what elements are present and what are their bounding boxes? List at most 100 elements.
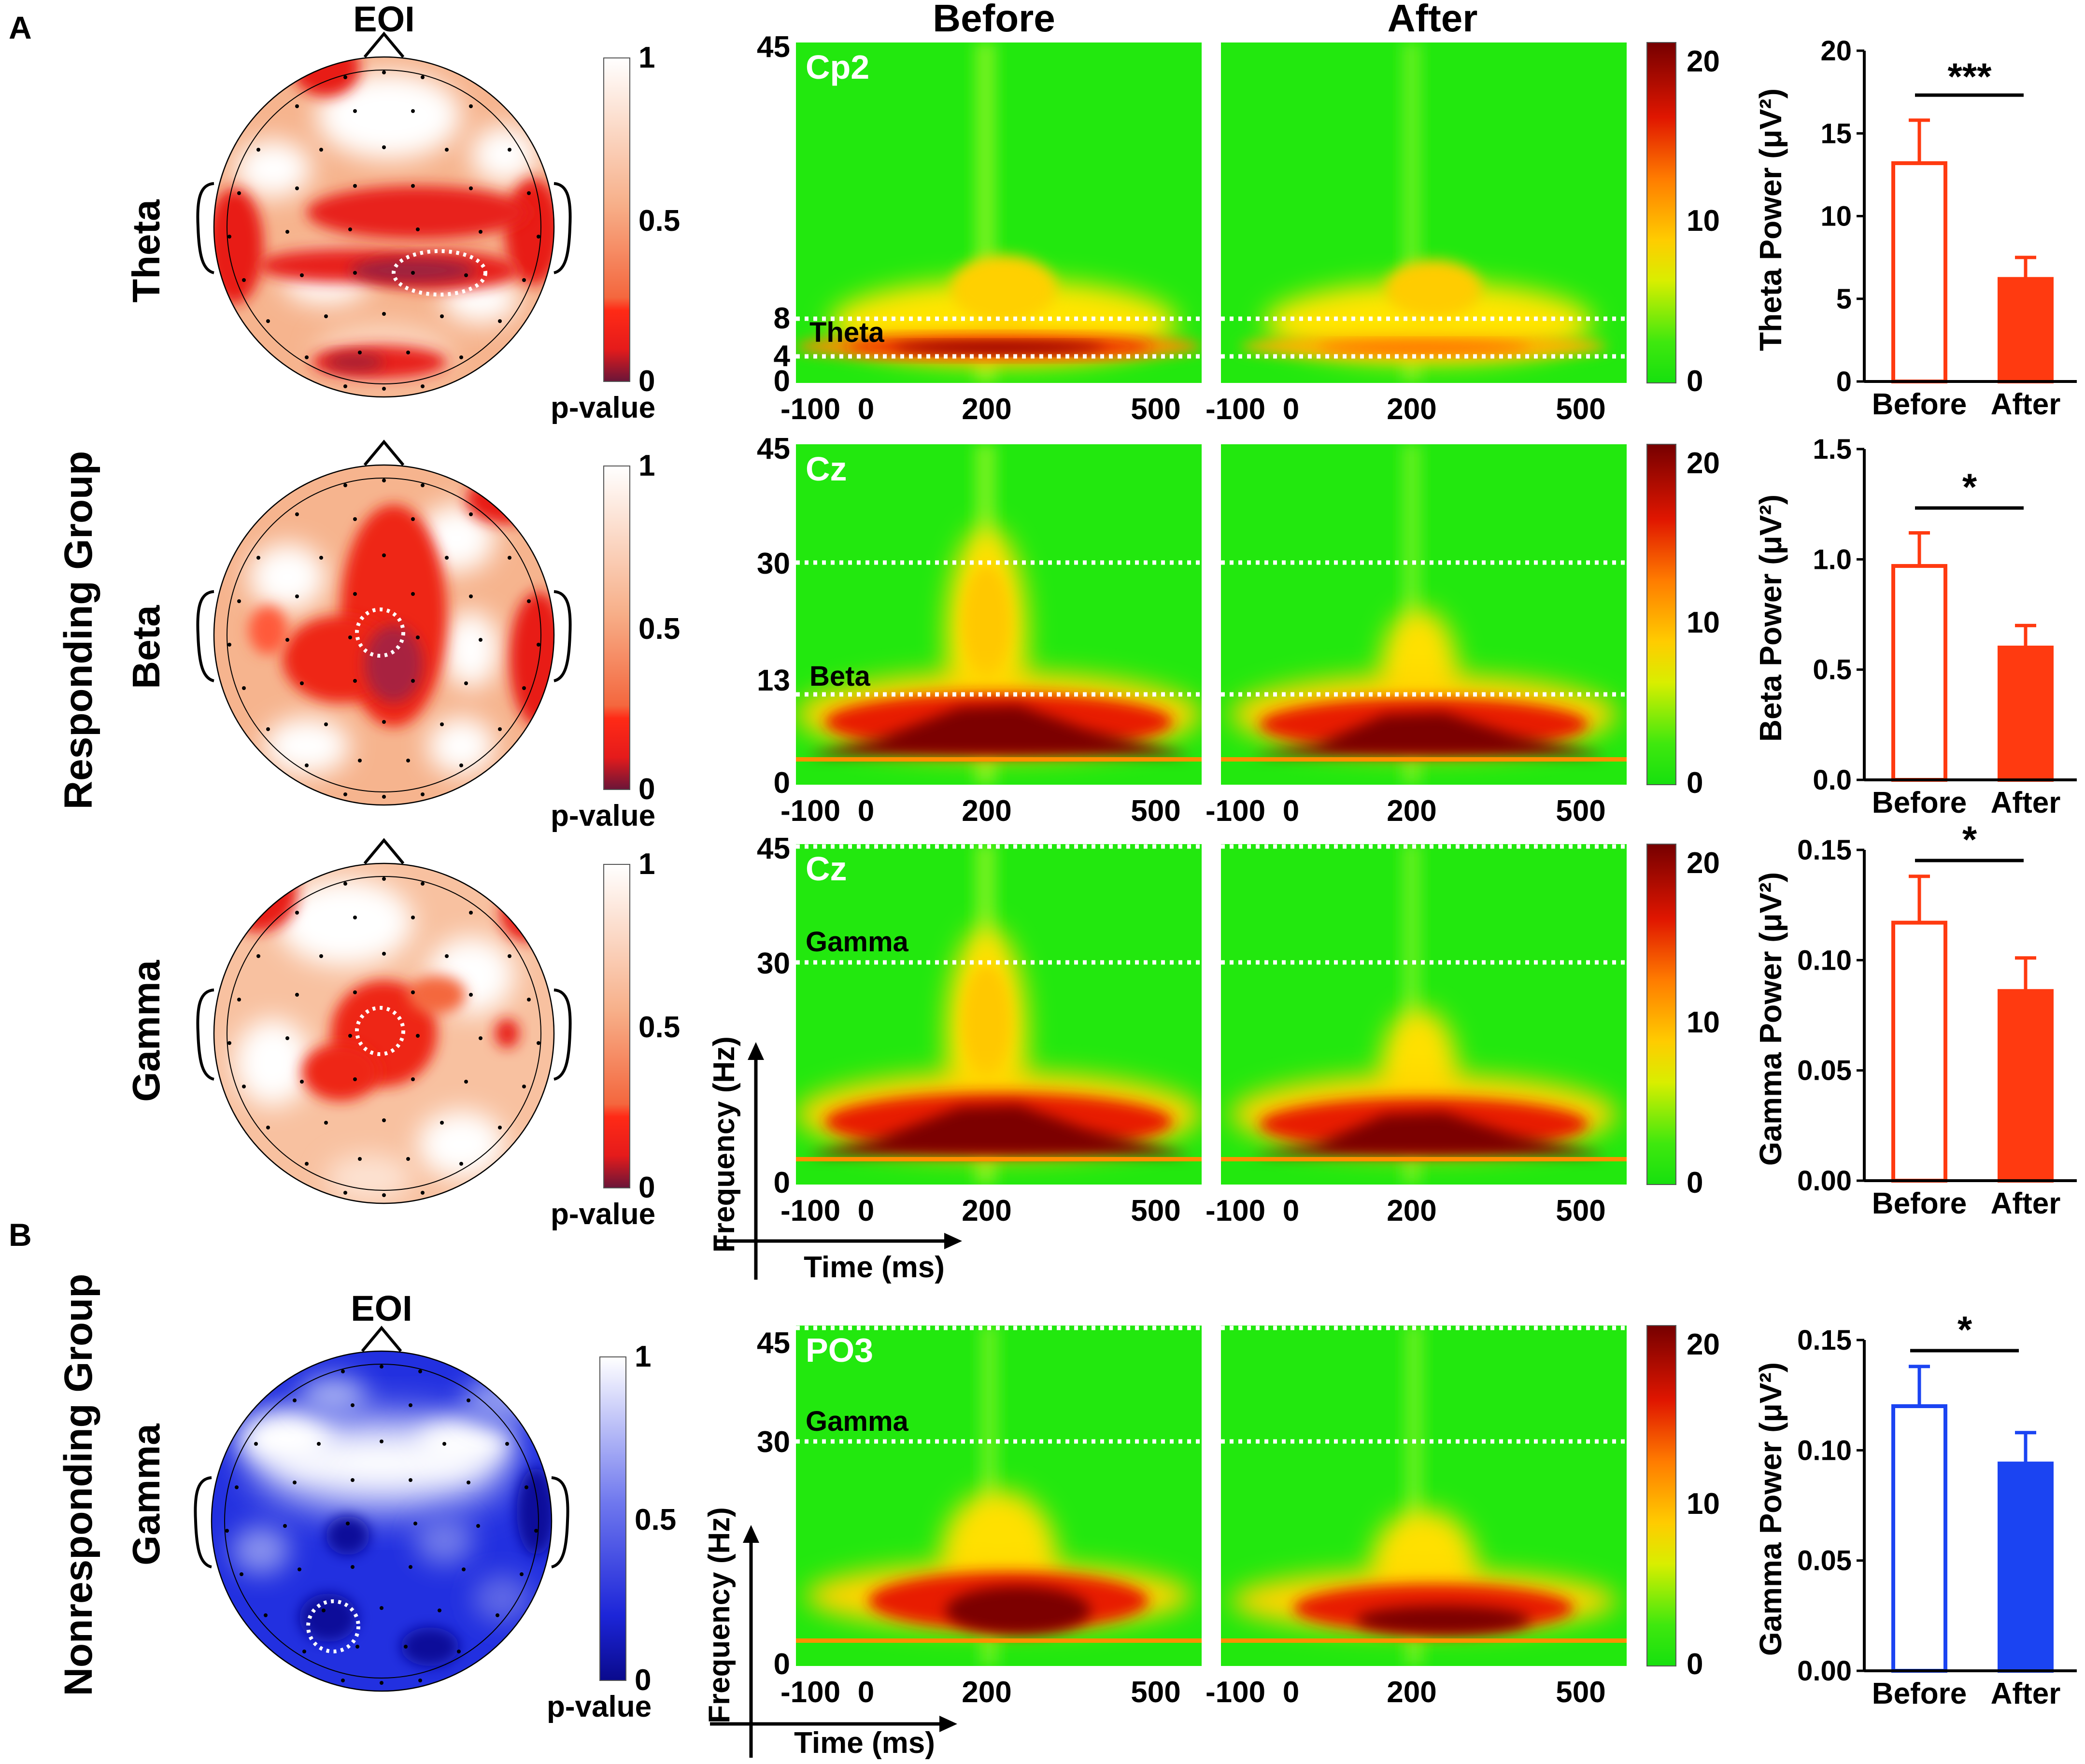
time-tick-m100: -100 [1206,1194,1265,1228]
pscale-tick-0: 0 [638,365,655,398]
band-label: Beta [809,661,870,692]
bar-after [1998,989,2054,1183]
time-tick-0: 0 [1283,393,1299,426]
bars: Before After [1872,531,2060,819]
freq-tick-45: 45 [757,1327,790,1360]
time-tick-0: 0 [858,1194,874,1228]
panel-label-a: A [9,10,32,45]
time-tick-500: 500 [1131,393,1180,426]
bar-chart-gamma-nonresponding: Gamma Power (μV²) 0.15 0.10 0.05 0.00 Befor… [1753,1308,2077,1710]
power-tick-10: 10 [1687,204,1720,238]
tf-panel-after-gamma-nonresponding: -100 0 200 500 [1206,1326,1627,1709]
y-tick-label: 1.5 [1813,434,1852,465]
time-tick-500: 500 [1131,1194,1180,1228]
time-tick-m100: -100 [780,393,840,426]
pvalue-colorbar-beta: 1 0.5 0 p-value [551,449,680,833]
y-tick-label: 0.15 [1797,1325,1852,1356]
time-tick-m100: -100 [1206,393,1265,426]
power-tick-20: 20 [1687,847,1720,880]
time-tick-500: 500 [1131,794,1180,828]
group-label-responding: Responding Group [57,451,100,809]
time-tick-m100: -100 [780,794,840,828]
y-tick-label: 0.0 [1813,764,1852,796]
y-tick-label: 0.05 [1797,1055,1852,1087]
pvalue-colorbar-gamma-nonresponding: 1 0.5 0 p-value [547,1340,676,1723]
freq-tick-30: 30 [757,947,790,980]
power-tick-10: 10 [1687,1006,1720,1039]
bars: Before After [1872,1365,2061,1710]
topomap-gamma [196,838,572,1204]
time-tick-m100: -100 [1206,1676,1265,1709]
tf-panel-after-beta: -100 0 200 500 [1206,444,1627,828]
band-label-gamma: Gamma [125,1424,168,1566]
axis-indicator-nonresponding: Frequency (Hz) Time (ms) [703,1507,957,1760]
row-gamma-nonresponding: EOI Gamma [125,1288,2077,1760]
y-tick-label: 5 [1836,283,1852,315]
yticks: 0.15 0.10 0.05 0.00 [1797,834,1864,1197]
time-tick-200: 200 [1387,1194,1436,1228]
x-category-label: Before [1872,388,1967,421]
power-tick-20: 20 [1687,1328,1720,1361]
power-colorbar-gamma: 20 10 0 [1646,844,1720,1200]
tf-panel-before-theta: Cp2 Theta 45 8 4 0 -100 0 200 500 [757,30,1202,426]
freq-tick-13: 13 [757,664,790,697]
time-tick-0: 0 [1283,1676,1299,1709]
pvalue-colorbar-gamma: 1 0.5 0 p-value [551,847,680,1231]
time-tick-500: 500 [1556,1194,1605,1228]
power-tick-20: 20 [1687,447,1720,480]
pvalue-label: p-value [551,391,655,424]
x-category-label: Before [1872,1187,1967,1220]
tf-panel-before-gamma: Cz Gamma 45 30 0 -100 0 200 500 [757,832,1202,1228]
time-tick-0: 0 [1283,1194,1299,1228]
time-tick-500: 500 [1556,1676,1605,1709]
pscale-tick-0: 0 [635,1664,651,1697]
freq-tick-45: 45 [757,832,790,865]
y-tick-label: 0.00 [1797,1165,1852,1197]
y-tick-label: 0.05 [1797,1545,1852,1577]
pvalue-label: p-value [551,799,655,833]
band-label: Theta [809,317,884,348]
power-tick-0: 0 [1687,1166,1703,1200]
x-category-label: After [1991,1187,2061,1220]
bar-ylabel: Beta Power (μV²) [1753,494,1788,742]
tf-panel-before-beta: Cz Beta 45 30 13 0 -100 0 200 500 [757,432,1202,828]
time-tick-200: 200 [962,393,1011,426]
time-tick-m100: -100 [780,1676,840,1709]
freq-tick-0: 0 [774,766,790,800]
power-tick-10: 10 [1687,606,1720,639]
x-category-label: Before [1872,786,1967,819]
significance-marker: *** [1947,55,1992,98]
bar-after [1998,1461,2054,1673]
band-label-theta: Theta [125,199,168,303]
time-tick-0: 0 [858,794,874,828]
y-tick-label: 0.15 [1797,834,1852,866]
x-category-label: After [1991,388,2061,421]
power-colorbar-theta: 20 10 0 [1646,42,1720,398]
frequency-axis-label: Frequency (Hz) [703,1507,736,1723]
tf-panel-before-gamma-nonresponding: PO3 Gamma 45 30 0 -100 0 200 500 [757,1326,1202,1709]
x-category-label: After [1991,1677,2061,1710]
band-label: Gamma [806,1406,909,1437]
column-header-before: Before [933,0,1055,40]
yticks: 1.5 1.0 0.5 0.0 [1813,434,1864,796]
power-tick-20: 20 [1687,45,1720,78]
y-tick-label: 1.0 [1813,544,1852,575]
y-tick-label: 0.00 [1797,1655,1852,1687]
column-header-after: After [1388,0,1478,40]
pscale-tick-1: 1 [638,41,655,74]
pscale-tick-1: 1 [635,1340,651,1373]
time-axis-label: Time (ms) [804,1251,945,1284]
group-label-nonresponding: Nonresponding Group [57,1274,100,1696]
time-tick-0: 0 [858,1676,874,1709]
bar-before [1891,564,1947,782]
time-tick-200: 200 [962,794,1011,828]
band-label: Gamma [806,926,909,958]
bars: Before After [1872,875,2061,1220]
channel-label: Cz [806,450,847,488]
y-tick-label: 10 [1820,201,1852,232]
time-tick-500: 500 [1556,393,1605,426]
y-tick-label: 0 [1836,366,1852,397]
bars: Before After [1872,118,2061,421]
freq-tick-30: 30 [757,547,790,580]
